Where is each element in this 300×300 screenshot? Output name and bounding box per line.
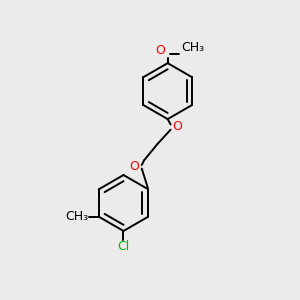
Text: CH₃: CH₃ [181,41,204,54]
Text: CH₃: CH₃ [65,211,88,224]
Text: O: O [172,120,182,133]
Text: O: O [130,160,140,173]
Text: Cl: Cl [117,240,130,254]
Text: O: O [155,44,165,57]
